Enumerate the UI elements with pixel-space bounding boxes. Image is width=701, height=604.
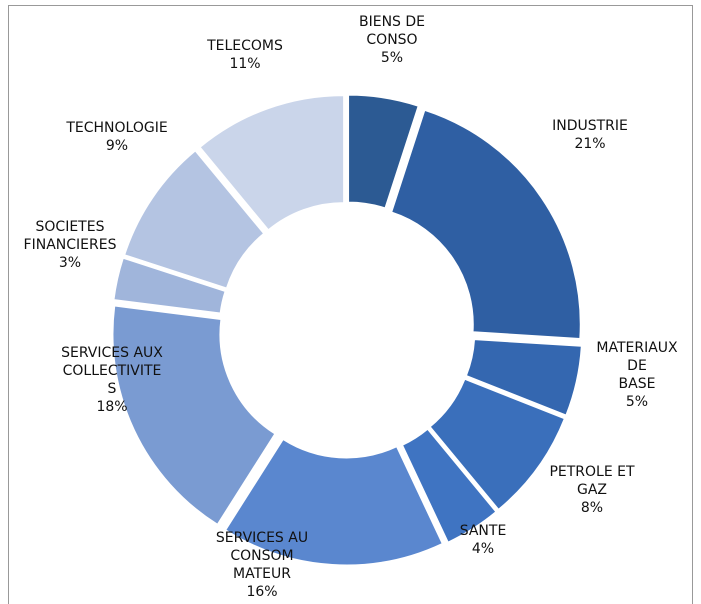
segment-label: TELECOMS 11%	[207, 37, 283, 73]
category-label: MATERIAUX DE BASE	[596, 340, 678, 392]
segment-label: MATERIAUX DE BASE 5%	[596, 339, 677, 411]
segment-label: SOCIETES FINANCIERES 3%	[24, 218, 117, 272]
category-label: PETROLE ET GAZ	[549, 464, 635, 498]
donut-segment	[391, 109, 581, 340]
donut-segment	[225, 438, 443, 566]
segment-label: SANTE 4%	[460, 522, 507, 558]
segment-label: TECHNOLOGIE 9%	[66, 119, 167, 155]
value-label: 8%	[580, 500, 604, 516]
segment-label: SERVICES AUX COLLECTIVITE S 18%	[61, 344, 163, 416]
value-label: 5%	[380, 50, 404, 66]
donut-segment	[113, 257, 226, 314]
category-label: BIENS DE CONSO	[358, 14, 426, 48]
value-label: 11%	[229, 56, 261, 72]
value-label: 16%	[246, 584, 278, 600]
value-label: 18%	[96, 399, 128, 415]
frame	[8, 5, 693, 604]
category-label: SERVICES AU CONSOM MATEUR	[215, 530, 309, 582]
donut-segment	[199, 95, 345, 231]
category-label: SANTE	[459, 523, 507, 539]
category-label: SERVICES AUX COLLECTIVITE S	[61, 345, 163, 397]
value-label: 5%	[625, 394, 649, 410]
category-label: SOCIETES FINANCIERES	[23, 219, 117, 253]
segment-label: PETROLE ET GAZ 8%	[549, 463, 634, 517]
value-label: 3%	[58, 255, 82, 271]
donut-segment	[124, 150, 265, 289]
category-label: TECHNOLOGIE	[66, 120, 168, 136]
value-label: 21%	[574, 136, 606, 152]
category-label: TELECOMS	[207, 38, 283, 54]
donut-segment	[429, 378, 565, 510]
donut-segment	[401, 428, 497, 543]
segment-label: BIENS DE CONSO 5%	[359, 13, 425, 67]
segment-label: SERVICES AU CONSOM MATEUR 16%	[216, 529, 308, 601]
category-label: INDUSTRIE	[552, 118, 628, 134]
value-label: 4%	[471, 541, 495, 557]
donut-segment	[465, 339, 582, 416]
donut-segment	[348, 94, 419, 209]
segment-label: INDUSTRIE 21%	[552, 117, 628, 153]
donut-segment	[112, 305, 276, 525]
value-label: 9%	[105, 138, 129, 154]
